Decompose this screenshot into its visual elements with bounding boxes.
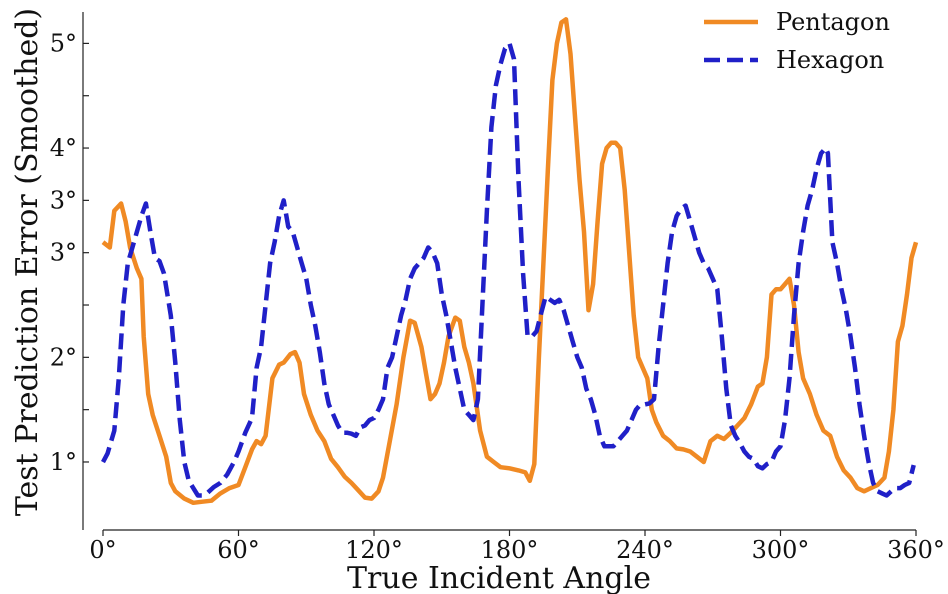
x-tick-label: 300°	[752, 536, 810, 564]
y-tick-label: 4°	[50, 134, 77, 162]
series-layer	[101, 17, 919, 506]
x-tick-label: 360°	[887, 536, 945, 564]
x-tick-label: 240°	[616, 536, 674, 564]
y-tick-label: 3°	[50, 239, 77, 267]
legend-label-pentagon: Pentagon	[776, 8, 890, 36]
axes	[82, 12, 916, 531]
y-tick-label: 5°	[50, 29, 77, 57]
x-tick-label: 60°	[217, 536, 260, 564]
series-line-pentagon	[101, 17, 919, 506]
x-tick-label: 0°	[89, 536, 116, 564]
x-tick-label: 120°	[345, 536, 403, 564]
y-axis-label: Test Prediction Error (Smoothed)	[10, 8, 45, 516]
y-tick-label: 3°	[50, 186, 77, 214]
legend: Pentagon Hexagon	[704, 8, 890, 74]
series-line-hexagon	[101, 41, 916, 498]
x-tick-label: 180°	[481, 536, 539, 564]
legend-label-hexagon: Hexagon	[776, 46, 884, 74]
y-tick-label: 1°	[50, 448, 77, 476]
x-axis-label: True Incident Angle	[347, 561, 651, 594]
y-tick-label: 2°	[50, 343, 77, 371]
ticks-layer: 0° 60° 120° 180° 240° 300° 360° 1° 2° 3° 3° 4° 5°	[50, 29, 945, 564]
